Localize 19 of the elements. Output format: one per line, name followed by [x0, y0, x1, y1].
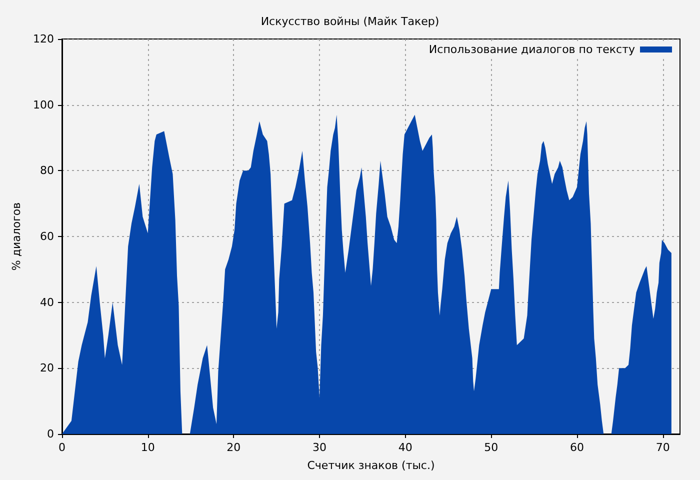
y-tick-label: 20 [40, 362, 54, 375]
x-tick-label: 30 [312, 441, 326, 454]
y-tick-label: 40 [40, 296, 54, 309]
y-axis-title: % диалогов [10, 202, 23, 271]
y-tick-label: 60 [40, 230, 54, 243]
y-tick-label: 120 [33, 32, 54, 46]
y-tick-label: 80 [40, 164, 54, 178]
x-tick-label: 0 [58, 441, 66, 454]
x-tick-label: 10 [140, 441, 155, 454]
x-tick-label: 70 [656, 441, 670, 454]
x-tick-label: 40 [398, 441, 412, 454]
x-tick-label: 50 [484, 441, 498, 454]
x-tick-label: 60 [570, 441, 584, 454]
y-tick-label: 0 [47, 428, 54, 440]
legend-label: Использование диалогов по тексту [428, 43, 636, 56]
chart-title: Искусство войны (Майк Такер) [260, 15, 440, 28]
y-tick-label: 100 [33, 98, 54, 112]
x-tick-label: 20 [226, 441, 241, 454]
x-axis-title: Счетчик знаков (тыс.) [307, 459, 435, 472]
